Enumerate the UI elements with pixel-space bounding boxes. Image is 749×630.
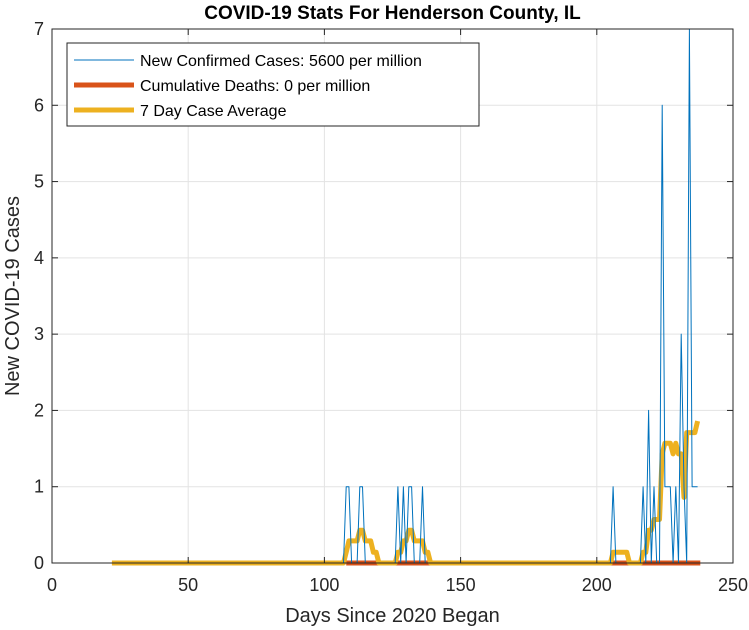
x-tick-label: 250 (718, 575, 748, 595)
legend-box (66, 42, 480, 127)
legend-entry-3: 7 Day Case Average (140, 103, 287, 120)
y-tick-label: 2 (34, 400, 44, 420)
plot-frame (51, 28, 734, 564)
y-axis-label: New COVID-19 Cases (2, 196, 24, 396)
x-tick-label: 100 (309, 575, 339, 595)
x-tick-label: 50 (178, 575, 198, 595)
x-tick-label: 200 (582, 575, 612, 595)
y-tick-label: 7 (34, 19, 44, 39)
y-tick-label: 6 (34, 95, 44, 115)
legend: New Confirmed Cases: 5600 per million Cum… (66, 42, 480, 127)
ticks: 0 50 100 150 200 250 0 1 2 3 4 5 6 7 (34, 19, 748, 595)
chart-title: COVID-19 Stats For Henderson County, IL (204, 3, 581, 24)
legend-entry-2: Cumulative Deaths: 0 per million (140, 78, 370, 95)
y-tick-label: 3 (34, 324, 44, 344)
x-tick-label: 150 (446, 575, 476, 595)
y-tick-label: 4 (34, 248, 44, 268)
y-tick-label: 0 (34, 553, 44, 573)
y-tick-label: 5 (34, 172, 44, 192)
x-axis-label: Days Since 2020 Began (285, 605, 500, 627)
x-tick-label: 0 (47, 575, 57, 595)
legend-entry-1: New Confirmed Cases: 5600 per million (140, 53, 422, 70)
y-tick-label: 1 (34, 477, 44, 497)
